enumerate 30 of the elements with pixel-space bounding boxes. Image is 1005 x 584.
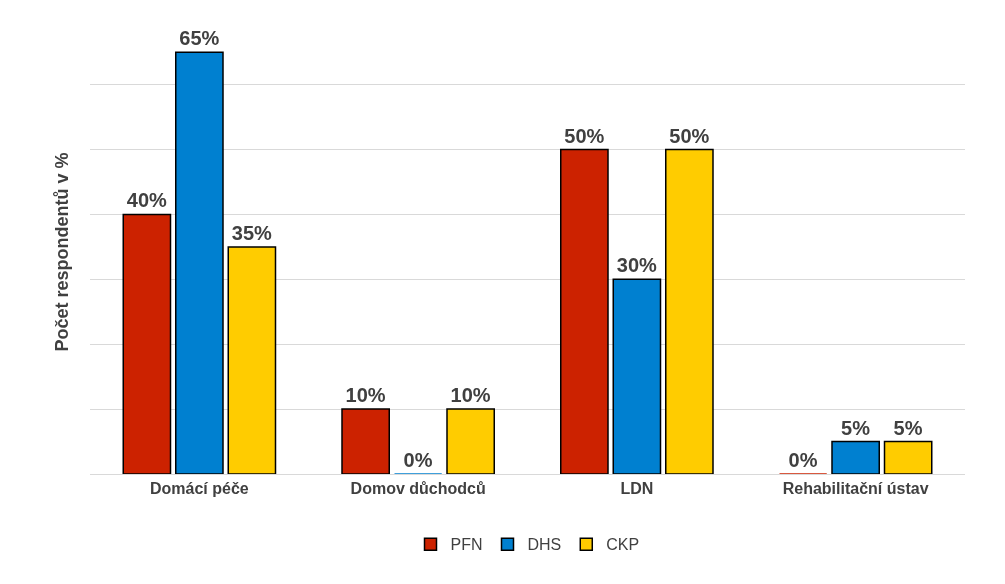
data-label: 0% [403, 449, 433, 471]
data-label: 65% [179, 27, 220, 50]
y-axis-title: Počet respondentů v % [52, 152, 73, 352]
bar [227, 246, 277, 474]
bar [612, 278, 662, 474]
data-label: 50% [564, 124, 605, 147]
x-tick-label: LDN [620, 480, 654, 498]
data-label: 10% [450, 384, 491, 407]
bar [341, 408, 390, 474]
data-label: 30% [616, 254, 657, 277]
data-label: 5% [893, 416, 923, 439]
data-label: 50% [669, 124, 710, 147]
data-label: 5% [841, 416, 871, 439]
legend-label: CKP [606, 536, 640, 554]
legend-label: PFN [450, 536, 483, 554]
bar [560, 148, 609, 474]
bar [175, 51, 224, 474]
data-label: 40% [126, 189, 167, 212]
bar [446, 408, 495, 474]
bar [122, 213, 172, 474]
data-label: 35% [231, 221, 272, 244]
data-label: 10% [345, 384, 386, 407]
legend-label: DHS [527, 536, 562, 554]
bar [831, 440, 880, 474]
data-label: 0% [788, 449, 818, 471]
x-tick-label: Domácí péče [150, 480, 249, 498]
x-tick-label: Rehabilitační ústav [782, 480, 929, 498]
bar [665, 148, 714, 474]
x-tick-label: Domov důchodců [350, 480, 486, 498]
bar [883, 440, 933, 474]
